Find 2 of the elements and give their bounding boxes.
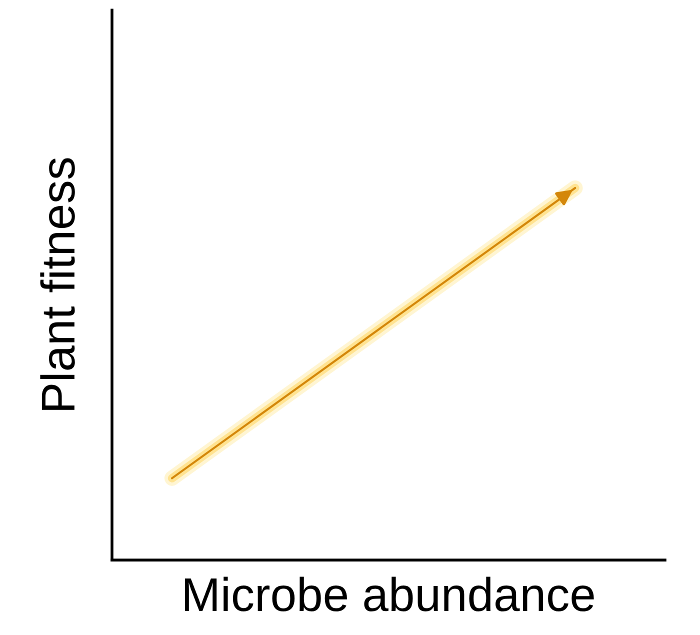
x-axis-title: Microbe abundance [185, 576, 594, 612]
y-axis-title: Plant fitness [40, 158, 75, 410]
